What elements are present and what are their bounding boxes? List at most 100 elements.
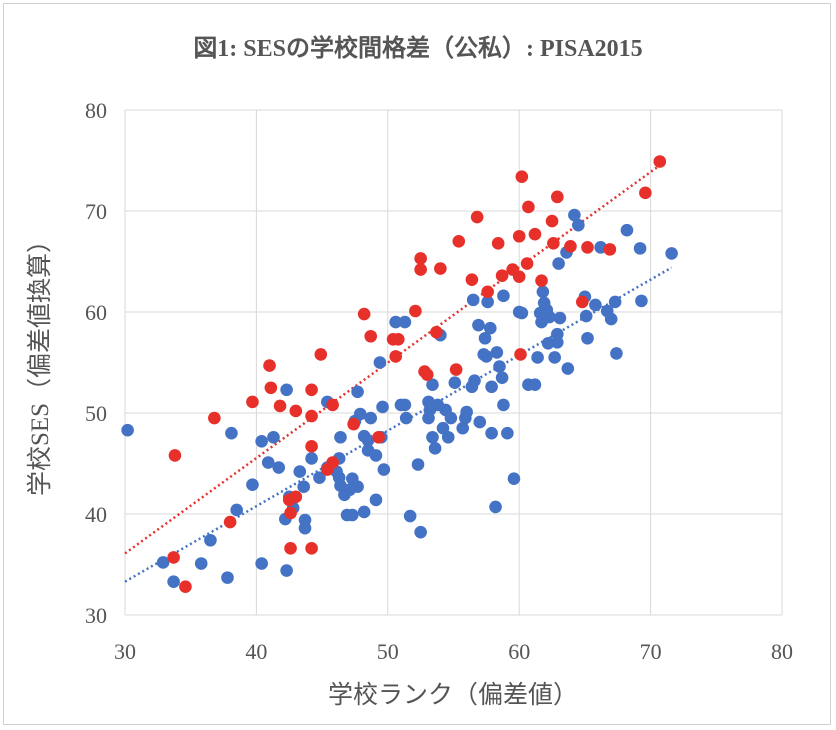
blue-data-point: [351, 385, 364, 399]
red-data-point: [452, 235, 466, 248]
blue-data-point: [267, 430, 280, 444]
red-data-point: [420, 368, 434, 381]
red-data-point: [495, 269, 509, 282]
blue-data-point: [305, 452, 318, 465]
red-data-point: [305, 440, 318, 453]
blue-data-point: [552, 257, 565, 270]
blue-data-point: [579, 309, 593, 323]
red-data-point: [581, 241, 594, 254]
x-tick-label: 80: [771, 639, 793, 664]
blue-data-point: [581, 331, 594, 345]
blue-data-point: [490, 346, 504, 359]
blue-data-point: [194, 557, 208, 570]
blue-data-point: [485, 380, 498, 394]
blue-data-point: [536, 285, 550, 299]
y-axis-title: 学校SES（偏差値換算）: [26, 228, 54, 496]
blue-data-point: [478, 331, 492, 345]
blue-data-point: [426, 430, 439, 444]
blue-data-point: [353, 407, 367, 421]
red-data-point: [547, 237, 560, 250]
blue-data-point: [480, 350, 493, 363]
red-data-point: [520, 257, 534, 270]
red-data-point: [357, 307, 371, 321]
x-tick-label: 30: [114, 639, 136, 664]
red-data-point: [264, 381, 278, 395]
blue-data-point: [589, 298, 602, 312]
red-data-point: [434, 262, 447, 275]
x-tick-label: 50: [377, 639, 399, 664]
blue-data-point: [468, 374, 481, 387]
red-data-point: [653, 155, 667, 168]
red-data-point: [392, 332, 405, 346]
blue-data-point: [483, 321, 497, 335]
red-data-point: [481, 285, 494, 299]
blue-data-point: [298, 521, 312, 535]
y-tick-label: 40: [85, 502, 107, 527]
blue-data-point: [472, 318, 485, 332]
blue-data-point: [635, 294, 648, 308]
blue-data-point: [376, 400, 389, 414]
red-data-point: [470, 210, 484, 224]
blue-data-point: [399, 411, 413, 425]
blue-data-point: [561, 362, 575, 375]
blue-data-point: [548, 351, 561, 364]
blue-data-point: [346, 508, 359, 522]
red-data-point: [414, 252, 427, 265]
red-data-point: [326, 398, 339, 412]
red-data-point: [551, 190, 564, 204]
blue-data-point: [481, 295, 494, 309]
blue-data-point: [297, 480, 311, 494]
red-data-point: [515, 170, 529, 183]
blue-data-point: [377, 463, 391, 476]
x-tick-label: 60: [508, 639, 530, 664]
x-tick-label: 40: [245, 639, 267, 664]
red-data-point: [639, 186, 652, 200]
blue-data-point: [448, 376, 462, 390]
blue-data-point: [398, 315, 412, 329]
blue-data-point: [456, 421, 469, 435]
red-data-point: [314, 348, 328, 361]
blue-data-point: [398, 398, 412, 412]
blue-data-point: [280, 383, 293, 397]
red-data-point: [321, 463, 334, 476]
blue-data-point: [493, 360, 506, 373]
red-data-point: [273, 399, 287, 413]
blue-data-point: [531, 351, 544, 364]
red-data-point: [522, 200, 535, 214]
blue-data-point: [495, 371, 509, 384]
blue-data-point: [272, 461, 286, 474]
red-data-point: [512, 270, 526, 283]
grid: [124, 109, 783, 616]
blue-data-point: [444, 411, 458, 425]
blue-data-point: [489, 500, 502, 514]
red-data-point: [514, 348, 527, 361]
chart-frame: [3, 3, 831, 725]
blue-data-point: [473, 415, 487, 429]
blue-data-point: [255, 434, 268, 448]
red-data-point: [223, 515, 237, 529]
red-data-point: [208, 411, 221, 425]
blue-data-point: [608, 295, 622, 309]
y-tick-label: 30: [85, 603, 107, 628]
blue-data-point: [428, 442, 442, 455]
red-data-point: [535, 274, 548, 287]
blue-data-point: [156, 556, 170, 569]
blue-data-point: [280, 564, 293, 577]
blue-data-point: [460, 405, 473, 419]
blue-data-point: [313, 471, 326, 484]
blue-data-point: [414, 525, 427, 539]
data-points: [121, 155, 678, 594]
red-data-point: [284, 506, 297, 520]
red-data-point: [409, 304, 422, 318]
blue-data-point: [551, 336, 564, 349]
blue-data-point: [501, 426, 514, 440]
red-data-point: [347, 417, 360, 431]
blue-data-point: [485, 426, 498, 440]
blue-data-point: [604, 312, 618, 326]
red-data-point: [282, 493, 296, 507]
blue-data-point: [230, 503, 243, 517]
blue-data-point: [497, 289, 510, 303]
blue-data-point: [167, 575, 180, 588]
blue-data-point: [361, 433, 375, 447]
